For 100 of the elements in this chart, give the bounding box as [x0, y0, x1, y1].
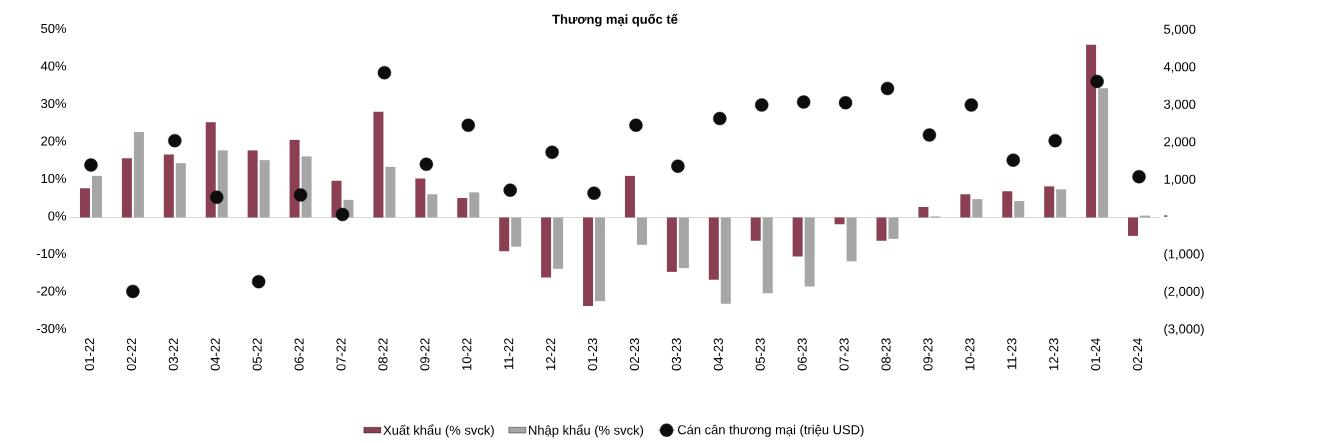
bar — [583, 217, 594, 306]
bar — [133, 132, 144, 218]
bar — [541, 217, 552, 278]
x-tick-label: 09-22 — [420, 338, 430, 371]
y2-tick-label: 2,000 — [1164, 137, 1196, 148]
point — [922, 128, 937, 142]
bar — [1056, 189, 1067, 218]
bar — [1014, 201, 1025, 218]
y-tick-label: -30% — [36, 323, 67, 334]
x-tick-label: 12-22 — [546, 338, 556, 370]
point — [419, 157, 434, 171]
x-tick-label: 11-23 — [1007, 338, 1017, 369]
x-tick-label: 05-22 — [252, 338, 262, 371]
y2-tick-label: 3,000 — [1164, 99, 1196, 111]
bar — [792, 217, 803, 257]
bar — [121, 158, 132, 218]
bar — [918, 207, 929, 218]
bar — [427, 194, 438, 218]
bar — [79, 188, 90, 218]
x-tick-label: 12-23 — [1049, 338, 1059, 370]
x-tick-label: 02-22 — [126, 338, 136, 371]
x-tick-label: 01-24 — [1091, 338, 1101, 371]
bar — [666, 217, 677, 272]
legend-label: Nhập khẩu (% svck) — [529, 424, 644, 438]
point — [377, 66, 392, 80]
x-tick-label: 08-23 — [881, 338, 891, 371]
x-tick-label: 02-23 — [629, 338, 640, 371]
point — [838, 96, 853, 110]
x-tick-label: 11-22 — [504, 338, 514, 369]
bar — [247, 150, 258, 218]
point — [1006, 153, 1020, 167]
chart-title: Thương mại quốc tế — [552, 13, 678, 27]
bar — [415, 178, 426, 218]
bar — [804, 217, 815, 287]
bar — [499, 217, 510, 252]
x-tick-label: 09-23 — [923, 338, 933, 371]
bar — [1002, 191, 1013, 218]
bar — [163, 154, 174, 218]
point — [755, 98, 769, 112]
y-tick-label: 40% — [40, 61, 67, 71]
point — [796, 95, 811, 109]
x-tick-label: 10-22 — [462, 338, 472, 370]
y-tick-label: 20% — [41, 136, 67, 146]
bar — [960, 194, 971, 218]
bar — [750, 217, 761, 241]
bar — [762, 217, 773, 294]
y2-tick-label: 1,000 — [1164, 174, 1196, 186]
bar — [1128, 217, 1139, 236]
bar — [553, 217, 564, 269]
y2-tick-label: 4,000 — [1163, 62, 1196, 73]
bar — [678, 217, 689, 269]
point — [168, 133, 182, 148]
y-tick-label: 30% — [41, 98, 67, 109]
x-tick-label: 08-22 — [378, 338, 388, 371]
x-tick-label: 04-23 — [713, 338, 723, 371]
point — [880, 81, 895, 96]
point — [1132, 169, 1146, 184]
y2-tick-label: (1,000) — [1164, 248, 1204, 262]
point — [503, 183, 517, 197]
bar — [175, 163, 186, 218]
y2-tick-label: (2,000) — [1164, 286, 1204, 299]
bar — [846, 217, 857, 262]
y2-tick-label: 5,000 — [1164, 24, 1196, 36]
x-tick-label: 06-23 — [797, 338, 807, 371]
y-tick-label: 50% — [41, 23, 67, 34]
y-tick-label: -10% — [36, 248, 67, 259]
x-tick-label: 10-23 — [965, 338, 975, 370]
bar — [1086, 44, 1097, 218]
point — [335, 207, 350, 222]
x-tick-label: 06-22 — [294, 338, 304, 371]
y2-tick-label: - — [1164, 215, 1168, 217]
x-tick-label: 02-24 — [1132, 338, 1143, 371]
bar — [636, 217, 647, 245]
bar — [708, 217, 719, 280]
x-tick-label: 01-23 — [587, 338, 598, 371]
y2-tick-label: (3,000) — [1164, 323, 1204, 337]
x-tick-label: 04-22 — [210, 338, 220, 371]
x-tick-label: 07-22 — [336, 338, 346, 371]
point — [964, 98, 979, 112]
x-tick-label: 07-23 — [839, 338, 849, 371]
bar — [373, 111, 384, 218]
point — [1048, 133, 1062, 148]
point — [293, 188, 308, 202]
legend-label: Cán cân thương mại (triệu USD) — [677, 424, 864, 437]
bar — [1098, 88, 1109, 218]
point — [671, 159, 685, 173]
point — [126, 284, 140, 299]
legend-label: Xuất khẩu (% svck) — [383, 424, 494, 438]
bar — [289, 139, 300, 218]
y-tick-label: 0% — [48, 211, 67, 221]
bar — [720, 217, 731, 304]
bar — [511, 217, 522, 247]
point — [84, 158, 98, 172]
bar — [595, 217, 606, 302]
bar — [205, 122, 216, 218]
x-tick-label: 05-23 — [755, 338, 765, 371]
bar — [1044, 186, 1055, 218]
bar — [457, 198, 468, 218]
bar — [876, 217, 887, 241]
y-tick-label: -20% — [36, 286, 67, 296]
